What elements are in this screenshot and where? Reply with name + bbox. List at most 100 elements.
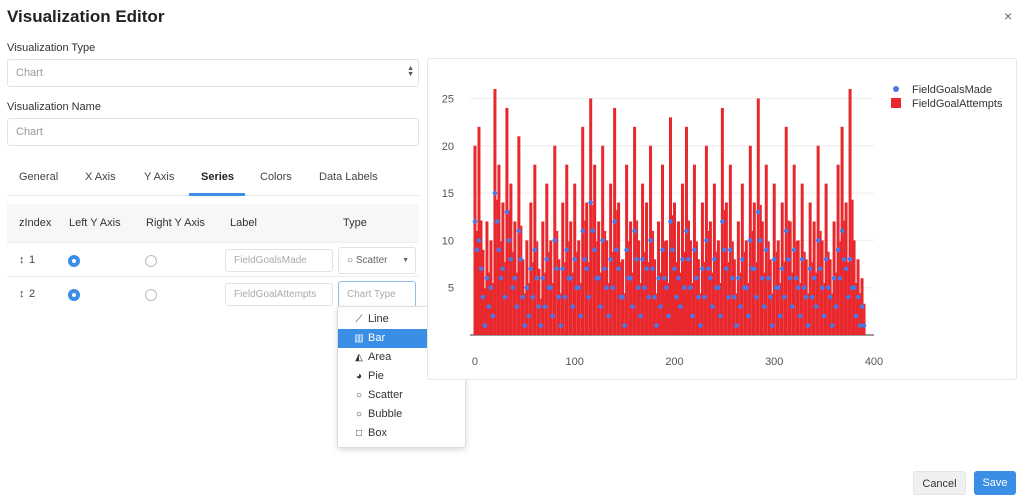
- line-chart-icon: ⟋: [355, 314, 363, 325]
- active-tab-indicator: [189, 193, 245, 196]
- scatter-point: [526, 313, 532, 319]
- scatter-point: [474, 247, 480, 253]
- scatter-point: [544, 257, 550, 262]
- scatter-point: [734, 323, 739, 328]
- scatter-point: [710, 304, 715, 309]
- scatter-point: [612, 219, 617, 224]
- scatter-point: [809, 294, 815, 300]
- scatter-point: [791, 247, 797, 253]
- tab-colors[interactable]: Colors: [260, 171, 292, 183]
- chart-type-select[interactable]: ○ Scatter ▼: [338, 247, 416, 274]
- scatter-point: [496, 247, 502, 253]
- scatter-point: [628, 275, 633, 281]
- cancel-button[interactable]: Cancel: [913, 471, 966, 495]
- scatter-point: [859, 304, 865, 309]
- drag-handle-icon[interactable]: ↕: [19, 288, 25, 300]
- scatter-point: [662, 275, 667, 281]
- y-tick-label: 15: [442, 188, 454, 200]
- scatter-point: [730, 275, 735, 281]
- scatter-point: [825, 285, 831, 290]
- option-label: Pie: [368, 370, 384, 382]
- scatter-point: [490, 313, 496, 319]
- scatter-point: [783, 228, 789, 234]
- scatter-point: [670, 247, 675, 253]
- tab-general[interactable]: General: [19, 171, 59, 183]
- scatter-point: [775, 285, 781, 290]
- scatter-point: [761, 304, 767, 309]
- scatter-point: [755, 209, 761, 215]
- scatter-point: [524, 285, 530, 290]
- scatter-point: [482, 323, 488, 328]
- scatter-point: [666, 313, 671, 319]
- y-tick-label: 25: [442, 93, 454, 105]
- scatter-point: [803, 294, 809, 300]
- tab-y-axis[interactable]: Y Axis: [144, 171, 175, 183]
- close-icon[interactable]: ×: [1004, 8, 1013, 24]
- scatter-point: [520, 294, 526, 300]
- scatter-point: [652, 294, 657, 300]
- circle-icon: ○: [355, 390, 363, 401]
- scatter-point: [494, 219, 500, 224]
- scatter-point: [823, 257, 829, 262]
- bar: [537, 268, 541, 335]
- series-label-input[interactable]: FieldGoalsMade: [225, 249, 333, 272]
- visualization-type-select[interactable]: Chart ▲ ▼: [7, 59, 419, 87]
- scatter-point: [821, 313, 827, 319]
- scatter-point: [771, 257, 777, 262]
- scatter-point: [534, 275, 540, 281]
- y-tick-label: 20: [442, 141, 454, 153]
- scatter-point: [632, 228, 637, 234]
- visualization-name-input[interactable]: Chart: [7, 118, 419, 146]
- scatter-point: [602, 266, 607, 272]
- left-axis-radio[interactable]: [68, 255, 80, 267]
- scatter-point: [724, 266, 729, 272]
- scatter-point: [847, 257, 853, 262]
- dropdown-option-area[interactable]: ◭ Area: [338, 348, 465, 367]
- scatter-point: [616, 266, 621, 272]
- scatter-point: [608, 257, 613, 262]
- scatter-point: [736, 275, 741, 281]
- scatter-point: [590, 228, 596, 234]
- scatter-point: [588, 200, 594, 205]
- scatter-point: [528, 266, 534, 272]
- scatter-point: [560, 266, 566, 272]
- scatter-point: [674, 294, 679, 300]
- save-button[interactable]: Save: [974, 471, 1016, 495]
- scatter-point: [765, 275, 771, 281]
- option-label: Bubble: [368, 408, 403, 420]
- scatter-point: [819, 285, 825, 290]
- tab-series[interactable]: Series: [201, 171, 235, 183]
- scatter-point: [650, 266, 655, 272]
- scatter-point: [592, 247, 597, 253]
- right-axis-radio[interactable]: [145, 255, 157, 267]
- left-axis-radio[interactable]: [68, 289, 80, 301]
- chart-type-search-input[interactable]: Chart Type: [338, 281, 416, 308]
- tab-data-labels[interactable]: Data Labels: [319, 171, 378, 183]
- scatter-point: [801, 285, 807, 290]
- dialog-title: Visualization Editor: [7, 7, 165, 26]
- header-zindex: zIndex: [19, 217, 52, 229]
- scatter-point: [728, 247, 733, 253]
- scatter-point: [763, 247, 769, 253]
- scatter-point: [716, 285, 721, 290]
- scatter-point: [554, 266, 560, 272]
- dropdown-option-box[interactable]: □ Box: [338, 424, 465, 443]
- scatter-point: [676, 275, 681, 281]
- dropdown-option-bubble[interactable]: ○ Bubble: [338, 405, 465, 424]
- scatter-point: [726, 294, 731, 300]
- dropdown-option-pie[interactable]: ◕ Pie: [338, 367, 465, 386]
- chart-type-value: Scatter: [355, 255, 388, 266]
- drag-handle-icon[interactable]: ↕: [19, 254, 25, 266]
- scatter-point: [538, 323, 544, 328]
- dropdown-option-scatter[interactable]: ○ Scatter: [338, 386, 465, 405]
- dropdown-option-line[interactable]: ⟋ Line: [338, 310, 465, 329]
- series-label-input[interactable]: FieldGoalAttempts: [225, 283, 333, 306]
- scatter-point: [702, 294, 707, 300]
- legend-label: FieldGoalsMade: [912, 84, 992, 96]
- scatter-point: [845, 294, 851, 300]
- scatter-point: [500, 266, 506, 272]
- right-axis-radio[interactable]: [145, 289, 157, 301]
- tab-x-axis[interactable]: X Axis: [85, 171, 116, 183]
- zindex-value: 2: [29, 288, 36, 300]
- scatter-point: [654, 323, 659, 328]
